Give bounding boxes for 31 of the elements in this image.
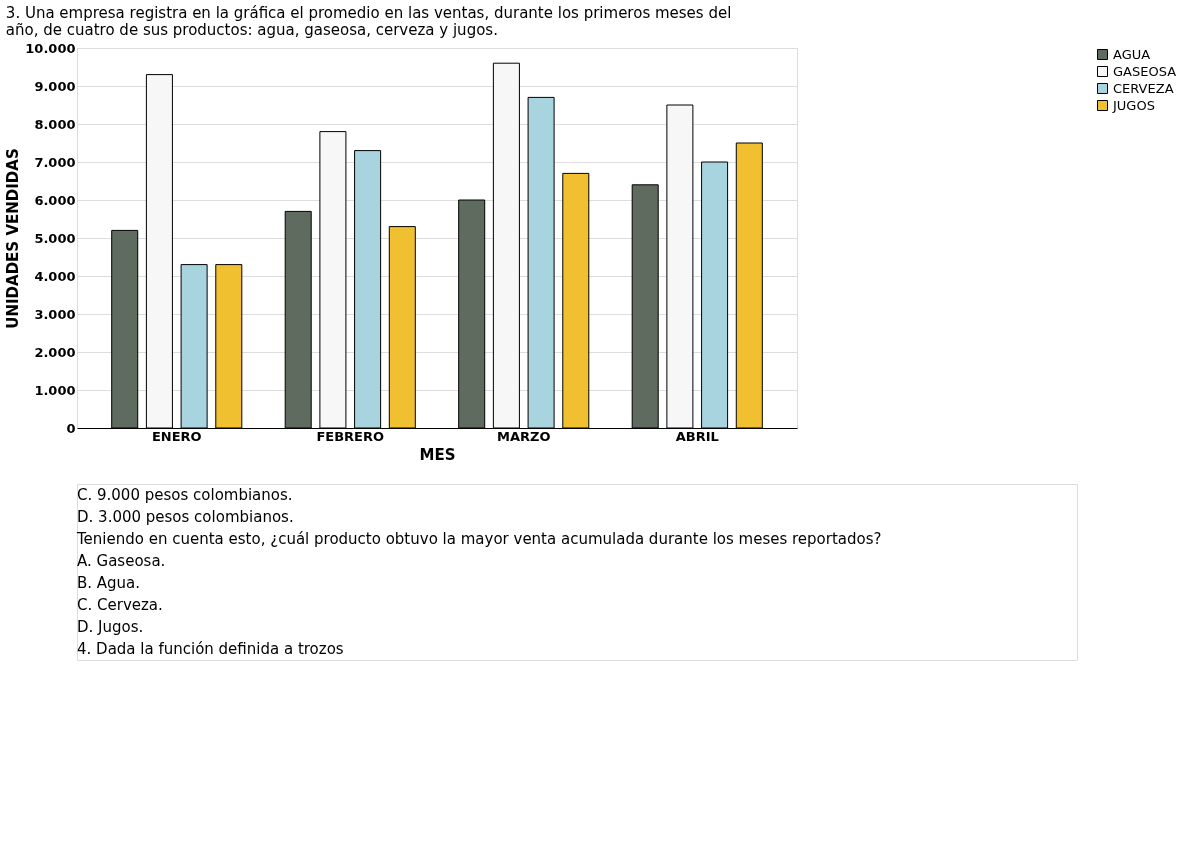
y-tick-label: 2.000 — [34, 344, 76, 360]
text: Teniendo en cuenta esto, ¿cuál producto obtuvo la mayor venta acumulada durante los meses reportados? — [76, 530, 882, 548]
y-tick-label: 1.000 — [34, 382, 76, 398]
x-tick-label: MARZO — [497, 428, 551, 444]
text: A. Gaseosa. — [77, 552, 166, 570]
x-tick-label: FEBRERO — [316, 428, 385, 444]
text: D. Jugos. — [77, 618, 144, 636]
text: 3. Una empresa registra en la gráfica el promedio en las ventas, durante los primeros meses del — [5, 4, 732, 22]
legend-label: CERVEZA — [1113, 80, 1174, 96]
y-tick-label: 8.000 — [34, 116, 76, 132]
y-tick-label: 5.000 — [34, 230, 76, 246]
legend-label: GASEOSA — [1113, 63, 1177, 79]
text: B. Agua. — [77, 574, 141, 592]
y-tick-label: 7.000 — [34, 154, 76, 170]
text: C. 9.000 pesos colombianos. — [77, 486, 293, 504]
x-axis-title: MES — [419, 445, 456, 464]
text: 4. Dada la función definida a trozos — [77, 640, 344, 658]
y-tick-label: 0 — [66, 420, 76, 436]
text: D. 3.000 pesos colombianos. — [77, 508, 294, 526]
y-tick-label: 3.000 — [34, 306, 76, 322]
y-tick-label: 10.000 — [25, 40, 76, 56]
x-tick-label: ENERO — [151, 428, 202, 444]
legend-label: AGUA — [1113, 46, 1151, 62]
y-axis-title: UNIDADES VENDIDAS — [4, 148, 23, 329]
y-tick-label: 6.000 — [34, 192, 76, 208]
y-tick-label: 9.000 — [34, 78, 76, 94]
legend-label: JUGOS — [1112, 97, 1155, 113]
text: C. Cerveza. — [77, 596, 163, 614]
text: año, de cuatro de sus productos: agua, gaseosa, cerveza y jugos. — [5, 21, 498, 39]
y-tick-label: 4.000 — [34, 268, 76, 284]
x-tick-label: ABRIL — [675, 428, 719, 444]
